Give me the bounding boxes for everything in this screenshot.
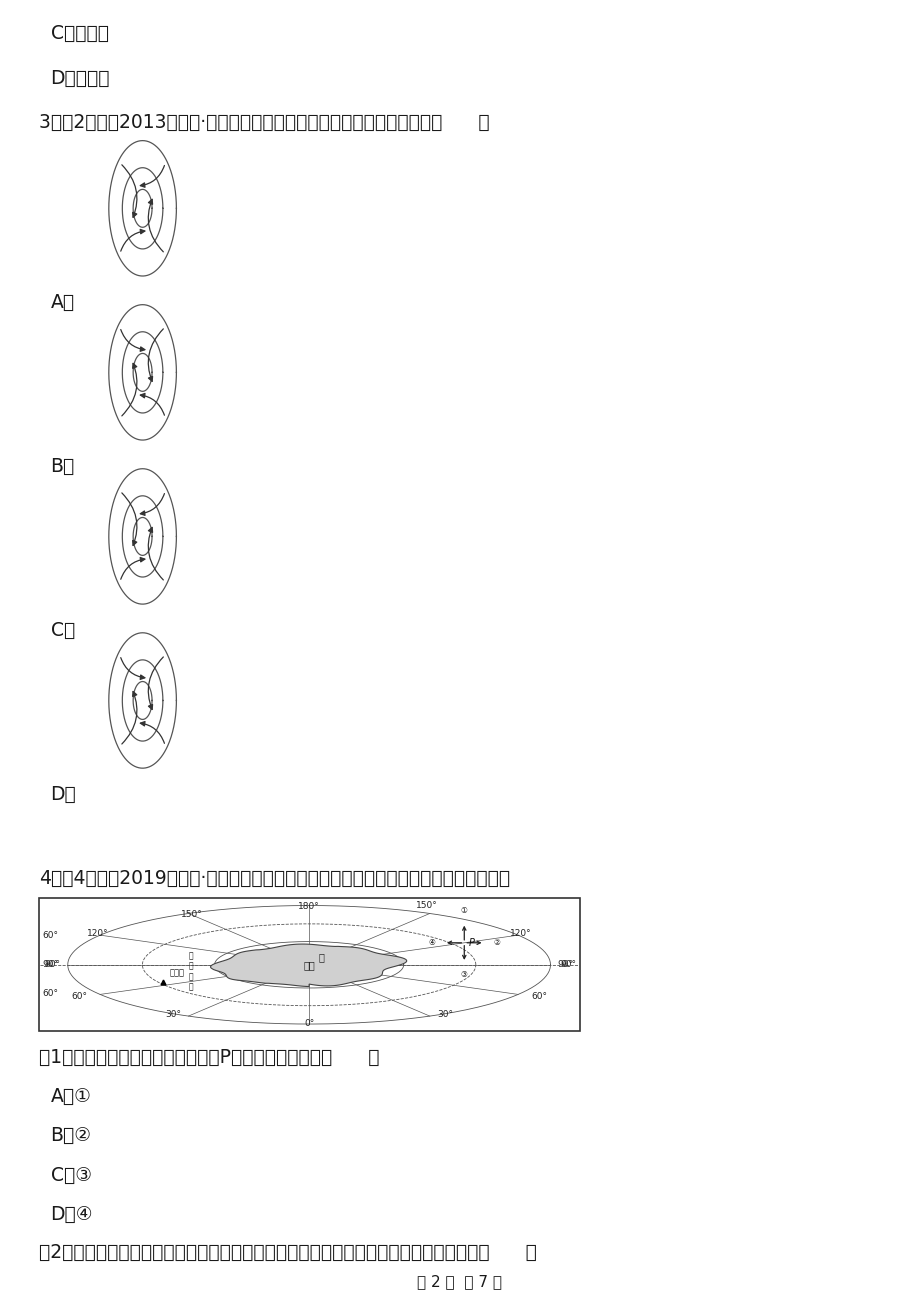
- Polygon shape: [210, 944, 406, 987]
- Text: B．: B．: [51, 457, 74, 475]
- Text: 30°: 30°: [165, 1010, 181, 1019]
- Text: 120°: 120°: [87, 928, 108, 937]
- Text: 90°: 90°: [560, 961, 575, 969]
- Text: 60°: 60°: [42, 990, 58, 999]
- Text: 60°: 60°: [42, 931, 58, 940]
- Text: ①: ①: [460, 906, 467, 915]
- Text: 90°: 90°: [557, 961, 573, 969]
- Text: 180°: 180°: [298, 902, 320, 911]
- Text: ②: ②: [493, 939, 500, 948]
- Text: 0°: 0°: [303, 1018, 314, 1027]
- Text: ③: ③: [460, 970, 467, 979]
- Text: 60°: 60°: [71, 992, 87, 1001]
- Text: D．整体性: D．整体性: [51, 69, 110, 87]
- Text: 150°: 150°: [181, 910, 202, 919]
- Text: 60°: 60°: [530, 992, 547, 1001]
- Text: 南极: 南极: [303, 960, 314, 970]
- Text: 150°: 150°: [415, 901, 437, 910]
- Text: 90°: 90°: [42, 961, 58, 969]
- Text: 长城站: 长城站: [170, 969, 185, 978]
- Text: （2）一考察船从长城站出发，顺西风漂流环绕南极大陆航行一周，依次经过的大洋是：（      ）: （2）一考察船从长城站出发，顺西风漂流环绕南极大陆航行一周，依次经过的大洋是：（…: [39, 1243, 536, 1262]
- Text: （1）图中四个箭头，能够正确表示P地主导风向的是：（      ）: （1）图中四个箭头，能够正确表示P地主导风向的是：（ ）: [39, 1048, 379, 1066]
- Text: 4．（4分）（2019高二上·洛阳月考）如图示意南极半岛附近区域，据此完成下列各题。: 4．（4分）（2019高二上·洛阳月考）如图示意南极半岛附近区域，据此完成下列各…: [39, 870, 509, 888]
- Text: 30°: 30°: [437, 1010, 453, 1019]
- Text: D．④: D．④: [51, 1206, 93, 1224]
- Text: C．差异性: C．差异性: [51, 25, 108, 43]
- Text: C．③: C．③: [51, 1167, 92, 1185]
- Text: 洲: 洲: [318, 953, 324, 962]
- Text: ④: ④: [428, 939, 435, 948]
- FancyBboxPatch shape: [39, 898, 579, 1031]
- Text: A．①: A．①: [51, 1087, 91, 1105]
- Text: 第 2 页  共 7 页: 第 2 页 共 7 页: [417, 1273, 502, 1289]
- Text: P: P: [469, 937, 474, 948]
- Text: C．: C．: [51, 621, 74, 639]
- Text: 3．（2分）（2013高一上·黑龙江期末）下面四幅图，为北半球气旋的是（      ）: 3．（2分）（2013高一上·黑龙江期末）下面四幅图，为北半球气旋的是（ ）: [39, 113, 489, 132]
- Text: 南
极
半
岛: 南 极 半 岛: [188, 950, 193, 991]
- Text: 90°: 90°: [45, 961, 61, 969]
- Text: A．: A．: [51, 293, 74, 311]
- Text: B．②: B．②: [51, 1126, 92, 1144]
- Text: 120°: 120°: [509, 928, 530, 937]
- Text: D．: D．: [51, 785, 76, 803]
